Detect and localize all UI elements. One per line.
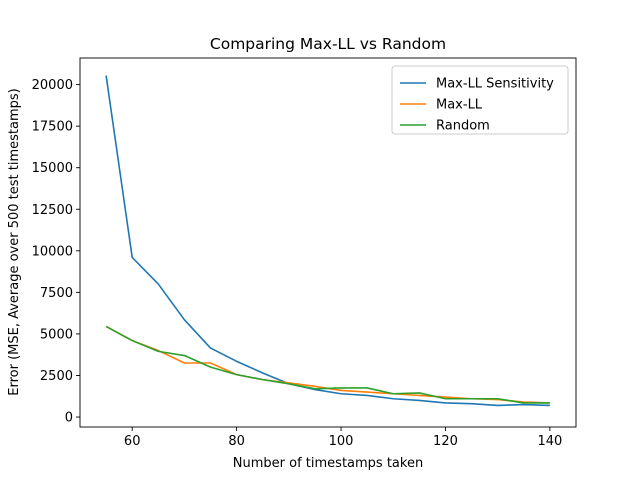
x-tick-label: 140 xyxy=(537,434,562,449)
legend-label-0: Max-LL Sensitivity xyxy=(436,77,554,92)
y-tick-label: 10000 xyxy=(32,244,73,259)
y-tick-label: 15000 xyxy=(32,161,73,176)
legend-label-1: Max-LL xyxy=(436,98,483,113)
y-tick-label: 0 xyxy=(65,411,73,426)
chart-title: Comparing Max-LL vs Random xyxy=(210,35,446,53)
y-tick-label: 5000 xyxy=(40,327,73,342)
x-axis: 60 80 100 120 140 xyxy=(124,427,562,449)
y-axis-label: Error (MSE, Average over 500 test timest… xyxy=(7,88,22,396)
plot-area xyxy=(79,57,577,428)
legend: Max-LL Sensitivity Max-LL Random xyxy=(391,65,569,135)
legend-label-2: Random xyxy=(436,119,490,134)
y-tick-label: 17500 xyxy=(32,120,73,135)
series-line-0 xyxy=(105,75,550,407)
x-tick-label: 120 xyxy=(433,434,458,449)
y-tick-label: 2500 xyxy=(40,369,73,384)
plot-frame xyxy=(79,57,577,428)
y-tick-label: 7500 xyxy=(40,286,73,301)
x-tick-label: 80 xyxy=(228,434,245,449)
series-line-2 xyxy=(105,325,550,404)
y-tick-label: 20000 xyxy=(32,78,73,93)
y-tick-label: 12500 xyxy=(32,203,73,218)
legend-box xyxy=(391,65,569,135)
x-tick-label: 100 xyxy=(329,434,354,449)
x-tick-label: 60 xyxy=(124,434,141,449)
y-axis: 0 2500 5000 7500 10000 12500 15000 17500 20000 xyxy=(32,78,80,426)
x-axis-label: Number of timestamps taken xyxy=(233,456,423,471)
